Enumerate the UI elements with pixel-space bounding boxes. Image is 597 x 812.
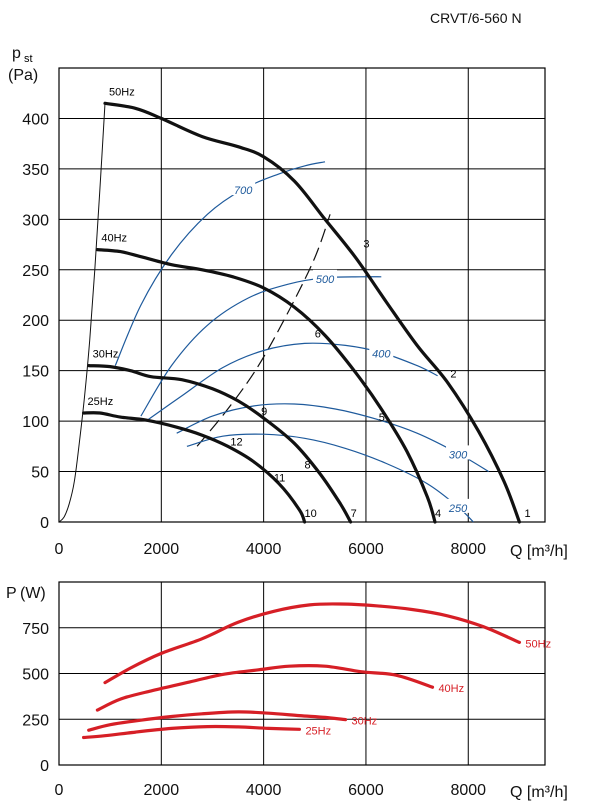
system-curve bbox=[58, 103, 106, 523]
power-curve-label-30Hz: 30Hz bbox=[351, 716, 377, 728]
power-x-tick-label: 6000 bbox=[348, 782, 384, 799]
line-marker-10: 10 bbox=[305, 508, 317, 520]
efficiency-label-250: 250 bbox=[448, 503, 468, 515]
power-curve-label-50Hz: 50Hz bbox=[525, 638, 551, 650]
pressure-x-tick-label: 6000 bbox=[348, 541, 384, 558]
line-marker-1: 1 bbox=[525, 508, 531, 520]
fan-curve-50Hz bbox=[103, 101, 521, 524]
efficiency-label-700: 700 bbox=[234, 185, 253, 197]
pressure-y-tick-label: 350 bbox=[22, 162, 49, 179]
power-x-tick-label: 8000 bbox=[450, 782, 486, 799]
power-y-tick-label: 750 bbox=[22, 621, 49, 638]
power-curve-30Hz bbox=[87, 710, 348, 732]
pressure-y-tick-label: 150 bbox=[22, 364, 49, 381]
line-marker-8: 8 bbox=[305, 460, 311, 472]
power-y-axis-label: P bbox=[6, 585, 17, 602]
power-y-tick-label: 0 bbox=[40, 758, 49, 775]
power-curve-50Hz bbox=[103, 602, 521, 685]
line-marker-3: 3 bbox=[363, 239, 369, 251]
pressure-x-tick-label: 8000 bbox=[450, 541, 486, 558]
fan-curve-30Hz bbox=[87, 364, 353, 524]
line-marker-2: 2 bbox=[450, 369, 456, 381]
efficiency-label-bg bbox=[313, 269, 338, 284]
line-marker-5: 5 bbox=[379, 412, 385, 424]
efficiency-curve-700 bbox=[114, 161, 326, 366]
pressure-x-tick-label: 4000 bbox=[246, 541, 282, 558]
pressure-x-tick-label: 2000 bbox=[144, 541, 180, 558]
chart-title: CRVT/6-560 N bbox=[430, 10, 522, 26]
power-curve-25Hz bbox=[82, 724, 301, 740]
power-plot-frame bbox=[58, 581, 546, 766]
pressure-plot-frame bbox=[58, 67, 546, 523]
fan-curve-label-25Hz: 25Hz bbox=[88, 396, 114, 408]
pressure-y-axis-label-sub: st bbox=[24, 53, 33, 65]
fan-curve-label-50Hz: 50Hz bbox=[109, 86, 135, 98]
efficiency-label-bg bbox=[446, 498, 471, 513]
efficiency-label-500: 500 bbox=[316, 274, 335, 286]
pressure-y-tick-label: 50 bbox=[31, 465, 49, 482]
power-x-tick-label: 0 bbox=[55, 782, 64, 799]
efficiency-curve-500 bbox=[140, 276, 382, 417]
power-x-axis-label: Q [m³/h] bbox=[510, 784, 568, 801]
line-marker-12: 12 bbox=[230, 436, 242, 448]
pressure-y-tick-label: 400 bbox=[22, 111, 49, 128]
efficiency-label-400: 400 bbox=[372, 349, 391, 361]
fan-curve-label-30Hz: 30Hz bbox=[93, 349, 119, 361]
pressure-y-tick-label: 250 bbox=[22, 263, 49, 280]
efficiency-label-bg bbox=[369, 344, 394, 359]
efficiency-label-300: 300 bbox=[449, 449, 468, 461]
power-curve-40Hz bbox=[95, 664, 435, 712]
pressure-y-axis-label: p bbox=[12, 45, 21, 62]
line-marker-6: 6 bbox=[315, 328, 321, 340]
fan-curve-40Hz bbox=[95, 248, 437, 524]
line-marker-4: 4 bbox=[435, 508, 441, 520]
power-y-tick-label: 250 bbox=[22, 712, 49, 729]
pressure-y-axis-unit: (Pa) bbox=[8, 67, 38, 84]
power-y-tick-label: 500 bbox=[22, 667, 49, 684]
power-x-tick-label: 4000 bbox=[246, 782, 282, 799]
line-marker-9: 9 bbox=[261, 406, 267, 418]
efficiency-label-bg bbox=[231, 181, 256, 196]
line-marker-11: 11 bbox=[274, 473, 285, 485]
line-marker-7: 7 bbox=[351, 508, 357, 520]
fan-curve-label-40Hz: 40Hz bbox=[101, 233, 127, 245]
power-curve-label-40Hz: 40Hz bbox=[438, 683, 464, 695]
power-curve-label-25Hz: 25Hz bbox=[305, 725, 331, 737]
power-x-tick-label: 2000 bbox=[144, 782, 180, 799]
pressure-y-tick-label: 0 bbox=[40, 515, 49, 532]
pressure-y-tick-label: 200 bbox=[22, 313, 49, 330]
pressure-y-tick-label: 100 bbox=[22, 414, 49, 431]
power-y-axis-unit: (W) bbox=[20, 585, 46, 602]
pressure-y-tick-label: 300 bbox=[22, 212, 49, 229]
pressure-x-axis-label: Q [m³/h] bbox=[510, 543, 568, 560]
pressure-x-tick-label: 0 bbox=[55, 541, 64, 558]
fan-curve-25Hz bbox=[82, 411, 307, 524]
efficiency-curve-400 bbox=[145, 342, 438, 422]
efficiency-label-bg bbox=[446, 445, 471, 460]
